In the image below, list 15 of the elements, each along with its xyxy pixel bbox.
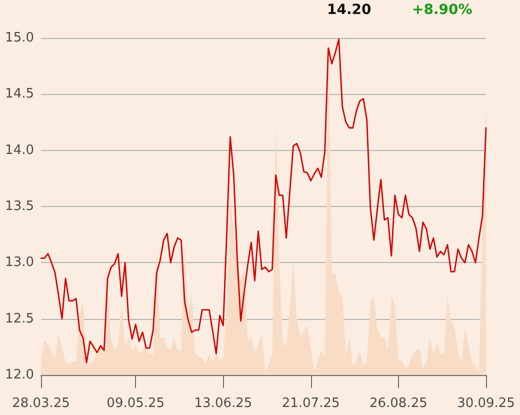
y-tick-label: 13.5 <box>5 199 34 214</box>
y-tick-label: 13.0 <box>5 255 34 270</box>
y-tick-label: 14.5 <box>5 86 34 102</box>
x-tick-label: 30.09.25 <box>457 396 515 411</box>
y-tick-label: 14.0 <box>5 142 34 158</box>
text: 14.20 <box>327 2 372 18</box>
y-tick-label: 12.0 <box>5 368 34 382</box>
x-tick-label: 09.05.25 <box>106 396 165 411</box>
y-tick-label: 15.0 <box>5 30 34 46</box>
x-tick-label: 21.07.25 <box>282 396 340 411</box>
text: +8.90% <box>412 2 472 18</box>
x-tick-label: 28.03.25 <box>12 396 70 411</box>
x-tick-label: 26.08.25 <box>369 396 428 411</box>
y-tick-label: 12.5 <box>5 311 34 326</box>
x-tick-label: 13.06.25 <box>194 396 252 411</box>
